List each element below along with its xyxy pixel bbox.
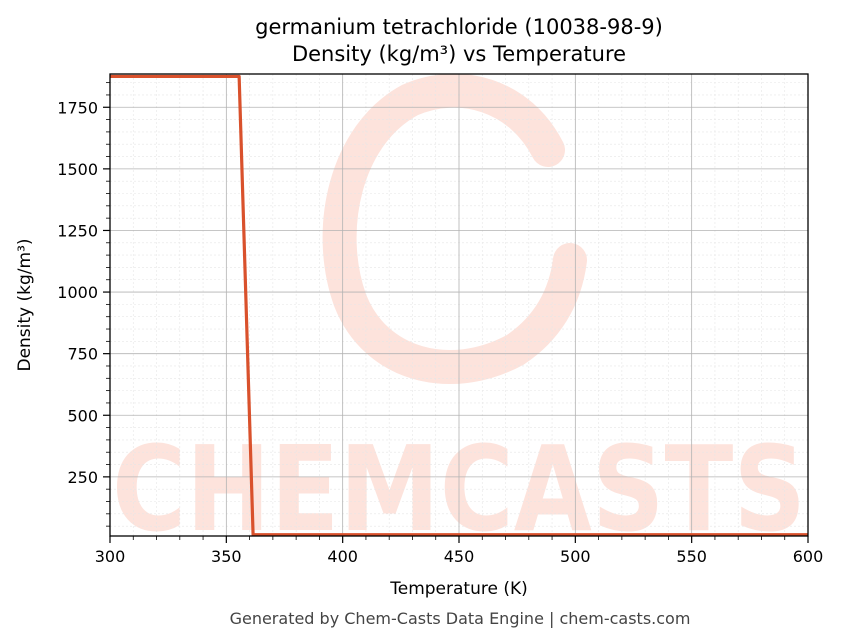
y-tick-label: 1500 (57, 160, 98, 179)
x-axis-label: Temperature (K) (389, 579, 528, 599)
x-tick-label: 550 (676, 547, 707, 566)
y-tick-label: 1000 (57, 283, 98, 302)
axis-ticks (103, 82, 809, 543)
y-tick-label: 1250 (57, 221, 98, 240)
chart-title: germanium tetrachloride (10038-98-9) (255, 15, 663, 39)
series-density-line (110, 74, 808, 537)
x-tick-label: 350 (211, 547, 242, 566)
footer-credit: Generated by Chem-Casts Data Engine | ch… (230, 609, 691, 628)
y-axis-tick-labels: 250 500 750 1000 1250 1500 1750 (57, 98, 98, 487)
x-tick-label: 400 (327, 547, 358, 566)
y-tick-label: 500 (67, 406, 98, 425)
y-tick-label: 250 (67, 468, 98, 487)
x-tick-label: 500 (560, 547, 591, 566)
y-tick-label: 750 (67, 345, 98, 364)
chart-subtitle: Density (kg/m³) vs Temperature (292, 42, 626, 66)
x-tick-label: 450 (444, 547, 475, 566)
x-tick-label: 600 (793, 547, 824, 566)
y-axis-label: Density (kg/m³) (15, 238, 35, 371)
y-tick-label: 1750 (57, 98, 98, 117)
x-axis-tick-labels: 300 350 400 450 500 550 600 (95, 547, 824, 566)
x-tick-label: 300 (95, 547, 126, 566)
watermark-swirl (322, 73, 587, 385)
